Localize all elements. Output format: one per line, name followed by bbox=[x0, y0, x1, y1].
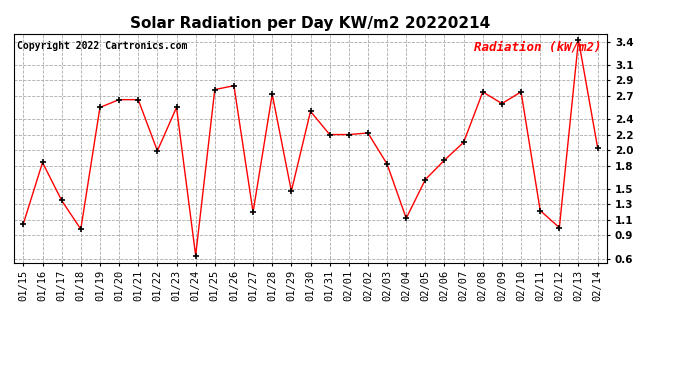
Text: Radiation (kW/m2): Radiation (kW/m2) bbox=[474, 40, 601, 54]
Title: Solar Radiation per Day KW/m2 20220214: Solar Radiation per Day KW/m2 20220214 bbox=[130, 16, 491, 31]
Text: Copyright 2022 Cartronics.com: Copyright 2022 Cartronics.com bbox=[17, 40, 187, 51]
